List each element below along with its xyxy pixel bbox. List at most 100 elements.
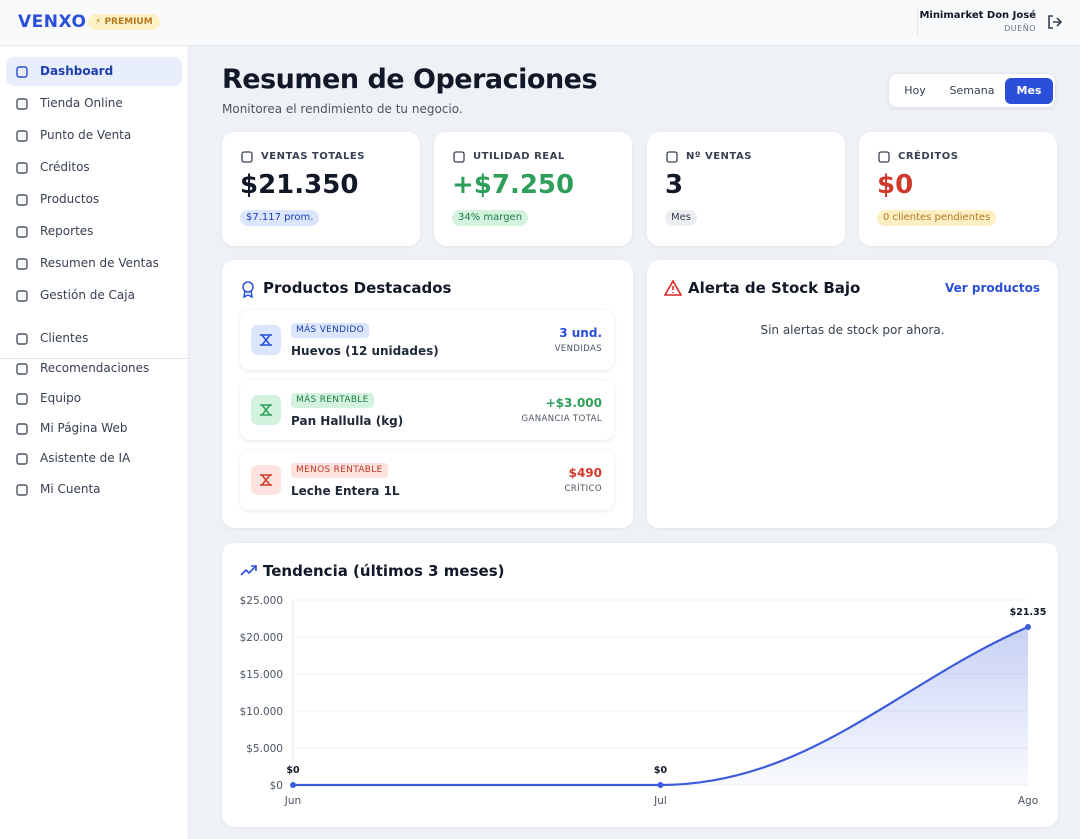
nav-label: Gestión de Caja — [40, 288, 135, 302]
x-tick-label: Jul — [653, 795, 667, 807]
nav-icon — [16, 423, 28, 435]
period-toggle: Hoy Semana Mes — [888, 73, 1056, 108]
icon-shape — [16, 98, 28, 110]
period-button[interactable]: Semana — [949, 84, 995, 97]
logout-icon[interactable] — [1046, 13, 1064, 31]
view-products-link[interactable]: Ver productos — [945, 281, 1040, 295]
page-title: Resumen de Operaciones — [222, 64, 598, 95]
stat-value: +$7.250 — [452, 170, 575, 200]
nav-item[interactable]: Tienda Online — [6, 89, 182, 118]
stat-note: 0 clientes pendientes — [877, 210, 997, 226]
stock-card: Alerta de Stock Bajo Ver productos Sin a… — [647, 260, 1058, 528]
x-tick-label: Jun — [284, 795, 301, 807]
award-icon — [242, 281, 254, 298]
nav-icon — [16, 66, 28, 78]
item-value: $490 — [568, 466, 602, 480]
nav-label: Reportes — [40, 224, 94, 238]
nav-item[interactable]: Clientes — [6, 324, 182, 353]
x-tick-label: Ago — [1018, 795, 1038, 807]
top-bar: VENXO ⚡ PREMIUM Minimarket Don José DUEÑ… — [0, 0, 1080, 46]
nav-item[interactable]: Productos — [6, 185, 182, 214]
nav-label: Mi Página Web — [40, 421, 128, 435]
stat-icon — [241, 151, 253, 163]
y-tick-label: $5.000 — [246, 743, 283, 755]
nav-icon — [16, 484, 28, 496]
stat-card: UTILIDAD REAL +$7.250 34% margen — [434, 132, 632, 246]
trend-card: Tendencia (últimos 3 meses) $0 $5.000 $10.… — [222, 543, 1058, 827]
period-button[interactable]: Mes — [1005, 78, 1053, 104]
icon-shape — [878, 151, 890, 163]
nav-label: Créditos — [40, 160, 90, 174]
icon-shape — [16, 363, 28, 375]
stat-label: Nº VENTAS — [686, 151, 752, 162]
nav-label: Tienda Online — [40, 96, 123, 110]
data-point — [1025, 624, 1031, 631]
user-role: DUEÑO — [1004, 24, 1036, 33]
icon-glyph — [260, 404, 272, 416]
y-tick-label: $0 — [270, 780, 283, 792]
stat-card: VENTAS TOTALES $21.350 $7.117 prom. — [222, 132, 420, 246]
icon-glyph — [260, 334, 272, 346]
item-tag: MÁS VENDIDO — [291, 323, 369, 338]
stat-value: $21.350 — [240, 170, 359, 200]
nav-icon — [16, 333, 28, 345]
icon-shape — [16, 484, 28, 496]
nav-item[interactable]: Mi Cuenta — [6, 475, 182, 504]
sidebar: Dashboard Tienda Online Punto de Venta Créd… — [0, 46, 189, 839]
item-caption: VENDIDAS — [554, 344, 602, 354]
icon-shape — [16, 258, 28, 270]
nav-item[interactable]: Créditos — [6, 153, 182, 182]
item-icon — [251, 325, 281, 355]
trend-icon — [240, 565, 257, 576]
brand[interactable]: VENXO — [18, 12, 87, 32]
item-value: 3 und. — [559, 326, 602, 340]
nav-item[interactable]: Resumen de Ventas — [6, 249, 182, 278]
icon-glyph — [260, 474, 272, 486]
chart: $0$5.000$10.000$15.000$20.000$25.000$0Ju… — [240, 595, 1047, 807]
item-name: Huevos (12 unidades) — [291, 344, 439, 358]
divider — [917, 8, 918, 36]
nav-icon — [16, 98, 28, 110]
nav-item[interactable]: Dashboard — [6, 57, 182, 86]
nav-label: Resumen de Ventas — [40, 256, 159, 270]
nav-icon — [16, 453, 28, 465]
nav-divider — [0, 358, 188, 359]
stat-label: UTILIDAD REAL — [473, 151, 565, 162]
nav-label: Productos — [40, 192, 100, 206]
stat-label: CRÉDITOS — [898, 151, 959, 162]
featured-card: Productos Destacados MÁS VENDIDO Huevos (… — [222, 260, 633, 528]
nav-label: Mi Cuenta — [40, 482, 101, 496]
stat-note: $7.117 prom. — [240, 210, 320, 226]
stat-label: VENTAS TOTALES — [261, 151, 365, 162]
stat-value: $0 — [877, 170, 914, 200]
nav-label: Equipo — [40, 391, 82, 405]
nav-icon — [16, 290, 28, 302]
icon-shape — [16, 423, 28, 435]
nav-item[interactable]: Punto de Venta — [6, 121, 182, 150]
icon-shape — [260, 334, 272, 346]
nav-label: Asistente de IA — [40, 451, 131, 465]
icon-shape — [453, 151, 465, 163]
nav-item[interactable]: Asistente de IA — [6, 444, 182, 473]
nav-label: Punto de Venta — [40, 128, 132, 142]
nav-icon — [16, 162, 28, 174]
nav-item[interactable]: Mi Página Web — [6, 414, 182, 443]
nav-item[interactable]: Gestión de Caja — [6, 281, 182, 310]
nav-label: Clientes — [40, 331, 89, 345]
nav-item[interactable]: Recomendaciones — [6, 354, 182, 383]
nav-item[interactable]: Equipo — [6, 384, 182, 413]
icon-shape — [16, 226, 28, 238]
item-value: +$3.000 — [545, 396, 602, 410]
icon-shape — [666, 151, 678, 163]
icon-shape — [260, 404, 272, 416]
data-label: $0 — [286, 765, 300, 776]
nav-icon — [16, 258, 28, 270]
stat-icon — [453, 151, 465, 163]
period-button[interactable]: Hoy — [904, 84, 926, 97]
icon-shape — [16, 453, 28, 465]
item-name: Leche Entera 1L — [291, 484, 400, 498]
nav-item[interactable]: Reportes — [6, 217, 182, 246]
stat-card: CRÉDITOS $0 0 clientes pendientes — [859, 132, 1057, 246]
icon-shape — [241, 151, 253, 163]
